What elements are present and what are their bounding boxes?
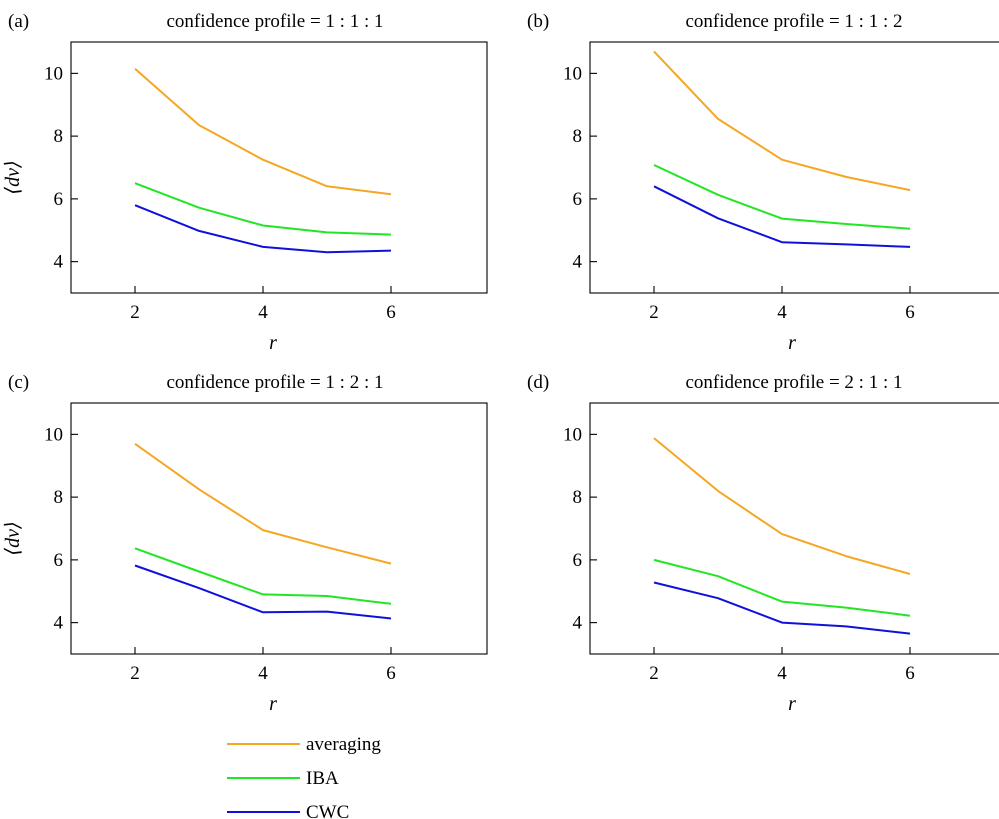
panel-label: (c) bbox=[8, 372, 29, 393]
x-tick-label: 4 bbox=[777, 302, 787, 323]
series-line-averaging bbox=[134, 67, 392, 196]
x-tick-label: 2 bbox=[649, 663, 659, 684]
plot-frame bbox=[70, 41, 488, 294]
y-tick-label: 10 bbox=[44, 424, 63, 445]
x-axis-label: r bbox=[269, 332, 277, 354]
series-line-cwc bbox=[134, 564, 392, 620]
x-axis-label: r bbox=[269, 693, 277, 715]
x-tick-label: 6 bbox=[386, 663, 396, 684]
y-tick-label: 10 bbox=[563, 63, 582, 84]
chart-panel-1: (a) confidence profile = 1 : 1 : 1 4 6 8 10 2 4… bbox=[2, 11, 488, 354]
legend-entry: CWC bbox=[227, 802, 349, 819]
x-axis-label: r bbox=[788, 693, 796, 715]
y-tick-label: 8 bbox=[54, 126, 64, 147]
legend-entry: IBA bbox=[227, 768, 339, 789]
y-tick-label: 6 bbox=[573, 189, 583, 210]
y-tick-label: 6 bbox=[54, 550, 64, 571]
series-line-cwc bbox=[653, 185, 911, 248]
legend-label: IBA bbox=[306, 768, 339, 789]
x-tick-label: 4 bbox=[258, 302, 268, 323]
x-tick-label: 2 bbox=[649, 302, 659, 323]
chart-title: confidence profile = 1 : 1 : 1 bbox=[166, 11, 383, 32]
y-tick-label: 8 bbox=[573, 126, 583, 147]
legend-label: averaging bbox=[306, 734, 381, 755]
y-tick-label: 6 bbox=[54, 189, 64, 210]
y-tick-label: 4 bbox=[573, 252, 583, 273]
chart-panel-2: (b) confidence profile = 1 : 1 : 2 4 6 8 10 2 4… bbox=[527, 11, 999, 354]
series-line-iba bbox=[653, 164, 911, 230]
legend-entry: averaging bbox=[227, 734, 381, 755]
chart-panel-4: (d) confidence profile = 2 : 1 : 1 4 6 8 10 2 4… bbox=[527, 372, 999, 715]
legend-label: CWC bbox=[306, 802, 349, 819]
plot-frame bbox=[589, 41, 999, 294]
x-tick-label: 2 bbox=[130, 663, 140, 684]
x-axis-label: r bbox=[788, 332, 796, 354]
panel-label: (b) bbox=[527, 11, 549, 32]
series-line-iba bbox=[653, 558, 911, 617]
y-axis-label: ⟨dν⟩ bbox=[2, 521, 24, 555]
panel-label: (a) bbox=[8, 11, 29, 32]
series-line-averaging bbox=[653, 50, 911, 192]
y-tick-label: 8 bbox=[573, 487, 583, 508]
series-line-averaging bbox=[653, 437, 911, 575]
chart-title: confidence profile = 2 : 1 : 1 bbox=[685, 372, 902, 393]
chart-title: confidence profile = 1 : 1 : 2 bbox=[685, 11, 902, 32]
legend: averaging IBA CWC bbox=[227, 734, 381, 819]
plot-frame bbox=[70, 402, 488, 655]
x-tick-label: 2 bbox=[130, 302, 140, 323]
x-tick-label: 6 bbox=[905, 663, 915, 684]
y-tick-label: 6 bbox=[573, 550, 583, 571]
series-line-cwc bbox=[653, 581, 911, 635]
y-tick-label: 10 bbox=[563, 424, 582, 445]
y-tick-label: 4 bbox=[54, 613, 64, 634]
y-tick-label: 10 bbox=[44, 63, 63, 84]
series-line-averaging bbox=[134, 442, 392, 565]
y-tick-label: 4 bbox=[54, 252, 64, 273]
y-tick-label: 4 bbox=[573, 613, 583, 634]
y-axis-label: ⟨dν⟩ bbox=[2, 160, 24, 194]
panel-label: (d) bbox=[527, 372, 549, 393]
x-tick-label: 6 bbox=[905, 302, 915, 323]
series-line-iba bbox=[134, 547, 392, 605]
plot-frame bbox=[589, 402, 999, 655]
y-tick-label: 8 bbox=[54, 487, 64, 508]
series-line-iba bbox=[134, 182, 392, 236]
x-tick-label: 4 bbox=[777, 663, 787, 684]
x-tick-label: 4 bbox=[258, 663, 268, 684]
chart-title: confidence profile = 1 : 2 : 1 bbox=[166, 372, 383, 393]
x-tick-label: 6 bbox=[386, 302, 396, 323]
series-line-cwc bbox=[134, 204, 392, 254]
chart-panel-3: (c) confidence profile = 1 : 2 : 1 4 6 8 10 2 4… bbox=[2, 372, 488, 715]
